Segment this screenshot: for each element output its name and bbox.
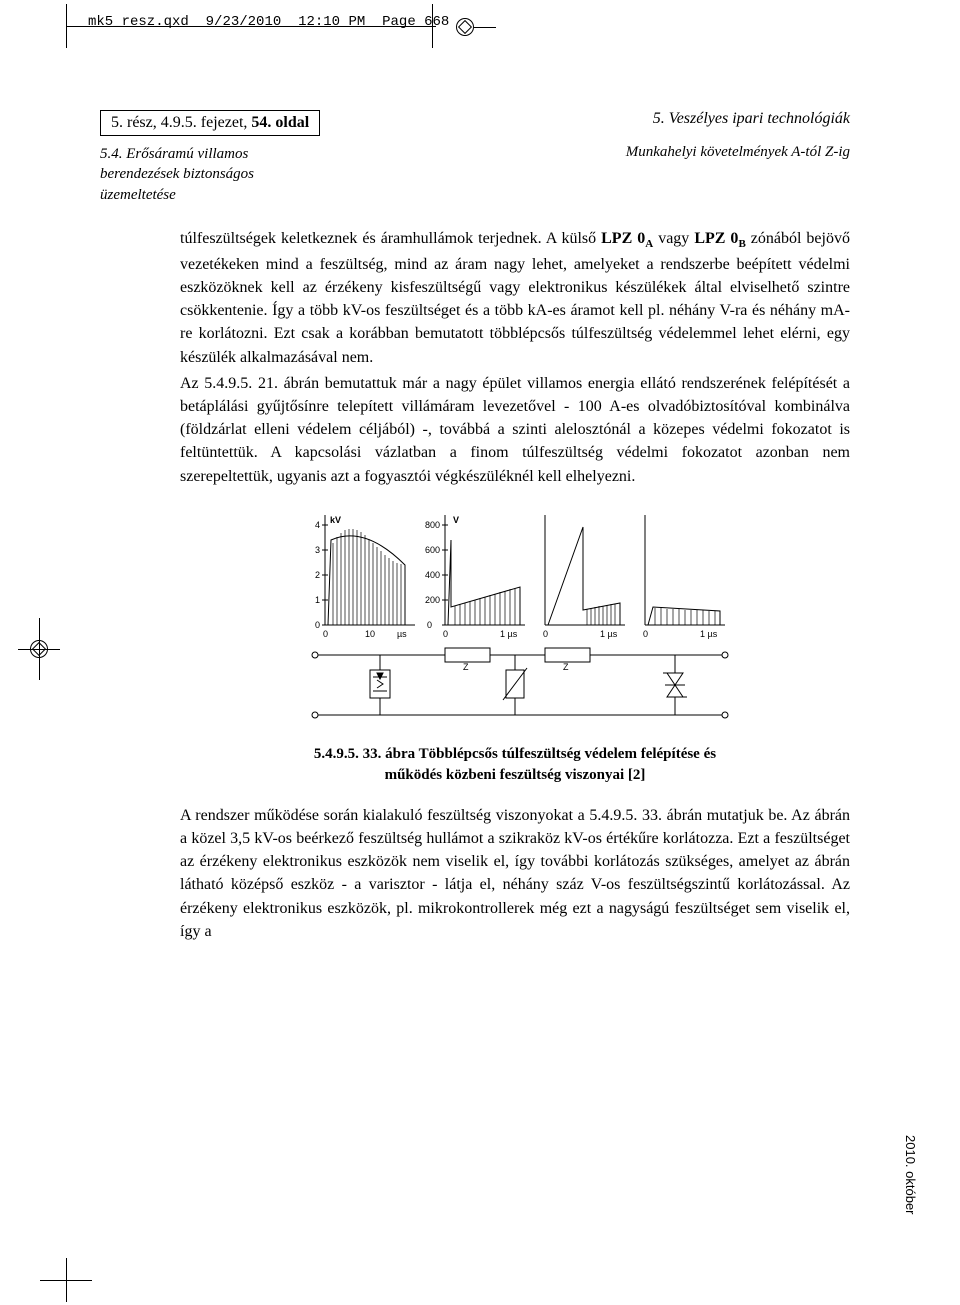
svg-text:0: 0 (427, 620, 432, 630)
svg-text:µs: µs (397, 629, 407, 639)
figure-caption: 5.4.9.5. 33. ábra Többlépcsős túlfeszült… (180, 744, 850, 786)
svg-text:400: 400 (425, 570, 440, 580)
svg-text:600: 600 (425, 545, 440, 555)
svg-text:2: 2 (315, 570, 320, 580)
svg-text:800: 800 (425, 520, 440, 530)
series-title: Munkahelyi követelmények A-tól Z-ig (626, 144, 850, 161)
paragraph-1: túlfeszültségek keletkeznek és áramhullá… (180, 227, 850, 369)
svg-text:kV: kV (330, 515, 341, 525)
svg-text:Z: Z (463, 662, 469, 672)
footer-date: 2010. október (903, 1135, 918, 1215)
subsection-title: 5.4. Erősáramú villamos berendezések biz… (100, 144, 400, 205)
section-ref: 5. rész, 4.9.5. fejezet, (111, 114, 251, 131)
svg-text:V: V (453, 515, 459, 525)
svg-text:1 µs: 1 µs (600, 629, 618, 639)
crop-date: 9/23/2010 (206, 14, 282, 30)
svg-text:10: 10 (365, 629, 375, 639)
page-header: 5. Veszélyes ipari technológiák 5. rész,… (100, 110, 850, 205)
svg-text:Z: Z (563, 662, 569, 672)
svg-text:200: 200 (425, 595, 440, 605)
paragraph-2: Az 5.4.9.5. 21. ábrán bemutattuk már a n… (180, 372, 850, 488)
svg-text:1 µs: 1 µs (500, 629, 518, 639)
svg-text:3: 3 (315, 545, 320, 555)
svg-text:0: 0 (643, 629, 648, 639)
chapter-title: 5. Veszélyes ipari technológiák (653, 110, 850, 128)
crop-filename: mk5_resz.qxd (88, 14, 189, 30)
figure-5-4-9-5-33: 0 1 2 3 4 kV 0 10 µs 0 200 400 600 800 V (295, 510, 735, 730)
section-reference-box: 5. rész, 4.9.5. fejezet, 54. oldal (100, 110, 320, 136)
svg-text:1: 1 (315, 595, 320, 605)
svg-text:0: 0 (323, 629, 328, 639)
svg-text:0: 0 (443, 629, 448, 639)
svg-text:0: 0 (315, 620, 320, 630)
svg-text:1 µs: 1 µs (700, 629, 718, 639)
section-page: 54. oldal (251, 114, 309, 131)
svg-text:4: 4 (315, 520, 320, 530)
page-content: 5. Veszélyes ipari technológiák 5. rész,… (100, 110, 850, 946)
svg-text:0: 0 (543, 629, 548, 639)
paragraph-3: A rendszer működése során kialakuló fesz… (180, 804, 850, 943)
crop-time: 12:10 PM (298, 14, 365, 30)
body-text: túlfeszültségek keletkeznek és áramhullá… (180, 227, 850, 943)
crop-page: Page 668 (382, 14, 449, 30)
crop-header: mk5_resz.qxd 9/23/2010 12:10 PM Page 668 (88, 14, 449, 30)
